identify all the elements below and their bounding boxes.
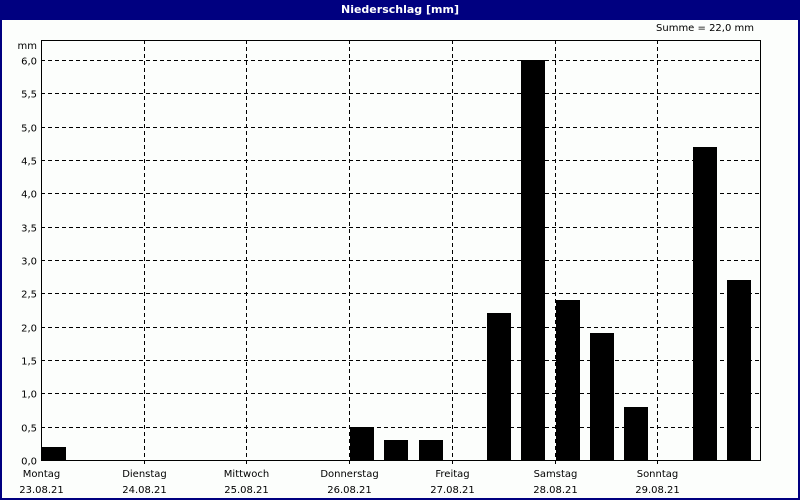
sum-label: Summe = 22,0 mm: [656, 23, 754, 34]
day-date-label: 27.08.21: [430, 485, 475, 496]
precipitation-bar: [521, 60, 545, 460]
y-tick-label: 0,5: [21, 424, 37, 435]
day-date-label: 25.08.21: [224, 485, 269, 496]
y-axis-labels: 0,0 0,5 1,0 1,5 2,0 2,5 3,0 3,5 4,0 4,5 5,0 5,5 6,0 m…: [18, 41, 37, 468]
day-date-label: 26.08.21: [327, 485, 372, 496]
precipitation-bar: [624, 407, 648, 460]
day-name-label: Freitag: [435, 469, 469, 480]
day-date-label: 29.08.21: [635, 485, 680, 496]
grid-lines: [41, 40, 760, 464]
precipitation-bar: [487, 313, 511, 460]
y-tick-label: 4,5: [21, 157, 37, 168]
precipitation-bar: [419, 440, 443, 460]
day-name-label: Samstag: [534, 469, 578, 480]
precipitation-bar: [590, 333, 614, 460]
day-name-label: Mittwoch: [224, 469, 269, 480]
plot-frame: [41, 40, 761, 461]
y-tick-label: 3,0: [21, 257, 37, 268]
y-tick-label: 5,5: [21, 90, 37, 101]
y-tick-label: 6,0: [21, 57, 37, 68]
y-tick-label: 4,0: [21, 190, 37, 201]
window-title: Niederschlag [mm]: [0, 0, 800, 20]
precipitation-bar: [693, 147, 717, 460]
y-tick-label: 1,5: [21, 357, 37, 368]
y-tick-label: 1,0: [21, 390, 37, 401]
y-tick-label: 2,0: [21, 324, 37, 335]
precipitation-bar: [350, 427, 374, 460]
day-name-label: Sonntag: [637, 469, 679, 480]
y-tick-label: 2,5: [21, 290, 37, 301]
y-axis-unit: mm: [18, 41, 37, 52]
day-name-label: Donnerstag: [320, 469, 378, 480]
x-axis-labels: Montag 23.08.21 Dienstag 24.08.21 Mittwoch 25…: [19, 469, 680, 496]
day-name-label: Montag: [23, 469, 60, 480]
day-name-label: Dienstag: [122, 469, 167, 480]
bars: [42, 60, 751, 460]
precipitation-bar: [727, 280, 751, 460]
precipitation-bar: [42, 447, 66, 460]
day-date-label: 28.08.21: [533, 485, 578, 496]
day-date-label: 24.08.21: [122, 485, 167, 496]
precipitation-bar: [384, 440, 408, 460]
day-date-label: 23.08.21: [19, 485, 64, 496]
y-tick-label: 0,0: [21, 457, 37, 468]
y-tick-label: 3,5: [21, 224, 37, 235]
y-tick-label: 5,0: [21, 124, 37, 135]
precipitation-bar: [556, 300, 580, 460]
axes: [41, 40, 761, 461]
